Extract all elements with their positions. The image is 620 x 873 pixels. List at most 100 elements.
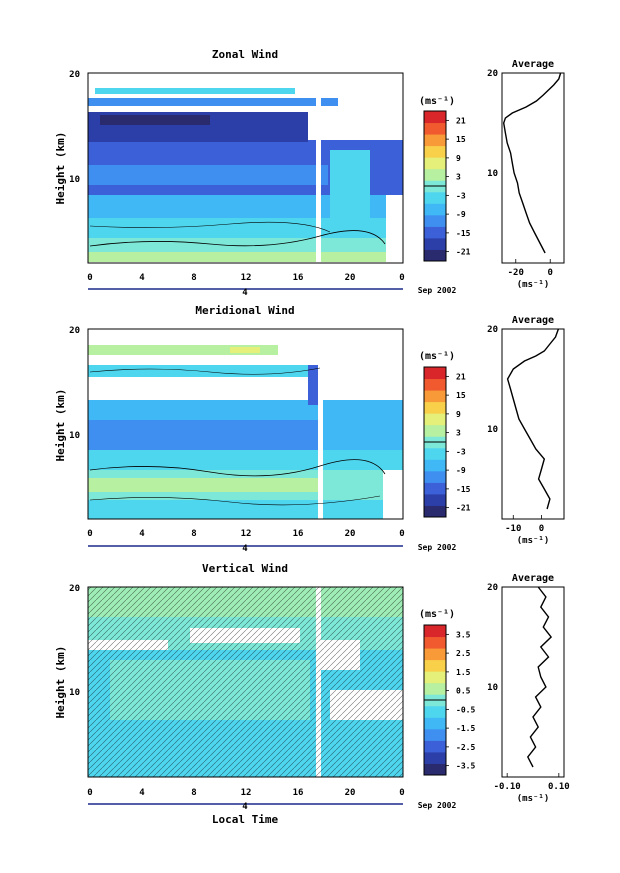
profile-frame — [501, 72, 565, 264]
colorbar-tick-label: -3 — [456, 447, 466, 456]
x-tick-label: 16 — [293, 529, 304, 539]
colorbar-tick-label: -15 — [456, 485, 471, 494]
day-marker: 4 — [242, 288, 248, 298]
colorbar-swatch — [424, 636, 446, 649]
day-marker: 4 — [242, 802, 248, 812]
colorbar-tick-label: 3.5 — [456, 630, 471, 639]
y-tick-label: 20 — [69, 326, 80, 336]
profile-units-label: (ms⁻¹) — [517, 794, 550, 804]
colorbar-tick-label: -9 — [456, 210, 466, 219]
x-tick-label: 0 — [87, 788, 92, 798]
x-tick-label: 8 — [191, 529, 196, 539]
profile-y-tick-label: 20 — [487, 583, 498, 593]
y-tick-label: 20 — [69, 584, 80, 594]
colorbar-swatch — [424, 191, 446, 204]
colorbar-tick-label: -0.5 — [456, 705, 475, 714]
colorbar-swatch — [424, 447, 446, 460]
x-tick-label: 20 — [345, 529, 356, 539]
chart-title: Vertical Wind — [202, 562, 288, 575]
profile-line — [502, 72, 562, 254]
date-label: Sep 2002 — [418, 801, 457, 810]
colorbar-swatch — [424, 482, 446, 495]
colorbar-swatch — [424, 763, 446, 776]
colorbar-swatch — [424, 740, 446, 753]
colorbar-tick-label: 1.5 — [456, 668, 471, 677]
colorbar-swatch — [424, 111, 446, 124]
colorbar-swatch — [424, 413, 446, 426]
colorbar-tick-label: -3.5 — [456, 762, 475, 771]
x-tick-label: 0 — [399, 788, 404, 798]
colorbar-swatch — [424, 705, 446, 718]
colorbar-swatch — [424, 671, 446, 684]
profile-line — [506, 328, 560, 510]
date-label: Sep 2002 — [418, 543, 457, 552]
profile-y-tick-label: 20 — [487, 69, 498, 79]
colorbar-tick-label: -3 — [456, 191, 466, 200]
units-label: (ms⁻¹) — [419, 609, 455, 620]
day-marker: 4 — [242, 544, 248, 554]
colorbar-tick-label: -1.5 — [456, 724, 475, 733]
colorbar-swatch — [424, 134, 446, 147]
x-tick-label: 4 — [139, 273, 145, 283]
chart-title: Meridional Wind — [195, 304, 294, 317]
date-label: Sep 2002 — [418, 286, 457, 295]
colorbar-swatch — [424, 203, 446, 216]
colorbar-swatch — [424, 751, 446, 764]
colorbar-swatch — [424, 249, 446, 262]
average-title: Average — [512, 315, 554, 326]
x-axis-ticks: 0 4 8 12 16 20 0 — [87, 529, 404, 539]
x-tick-label: 12 — [241, 273, 252, 283]
heatmap-zonal-field — [88, 73, 403, 263]
average-profile-meridional: 10 20 -10 0 (ms⁻¹) — [487, 325, 565, 546]
y-tick-label: 10 — [69, 688, 80, 698]
profile-x-tick-label: 0 — [539, 524, 544, 534]
y-tick-label: 20 — [69, 70, 80, 80]
x-tick-label: 0 — [87, 529, 92, 539]
x-tick-label: 20 — [345, 788, 356, 798]
average-profile-zonal: 10 20 -20 0 (ms⁻¹) — [487, 69, 565, 290]
colorbar-swatch — [424, 648, 446, 661]
profile-units-label: (ms⁻¹) — [517, 536, 550, 546]
colorbar-tick-label: -9 — [456, 466, 466, 475]
x-tick-label: 16 — [293, 788, 304, 798]
colorbar-swatch — [424, 470, 446, 483]
colorbar-swatch — [424, 214, 446, 227]
colorbar-swatch — [424, 226, 446, 239]
colorbar-tick-label: -2.5 — [456, 743, 475, 752]
y-axis-label: Height (km) — [54, 389, 67, 462]
colorbar-tick-label: 9 — [456, 410, 461, 419]
colorbar-tick-label: 9 — [456, 154, 461, 163]
colorbar-tick-label: -21 — [456, 504, 471, 513]
x-tick-label: 4 — [139, 788, 145, 798]
colorbar-swatch — [424, 459, 446, 472]
colorbar-swatch — [424, 390, 446, 403]
x-tick-label: 12 — [241, 788, 252, 798]
chart-title: Zonal Wind — [212, 48, 278, 61]
x-tick-label: 0 — [87, 273, 92, 283]
colorbar-swatch — [424, 145, 446, 158]
y-tick-label: 10 — [69, 431, 80, 441]
profile-y-tick-label: 10 — [487, 683, 498, 693]
y-axis-label: Height (km) — [54, 646, 67, 719]
average-profile-vertical: 10 20 -0.10 0.10 (ms⁻¹) — [487, 583, 570, 804]
profile-x-tick-label: -0.10 — [494, 782, 521, 792]
colorbar-swatch — [424, 237, 446, 250]
colorbar-tick-label: 15 — [456, 135, 466, 144]
colorbar-tick-label: 21 — [456, 116, 466, 125]
colorbar-tick-label: 3 — [456, 173, 461, 182]
colorbar-tick-label: -15 — [456, 229, 471, 238]
x-tick-label: 8 — [191, 788, 196, 798]
y-tick-label: 10 — [69, 175, 80, 185]
colorbar-tick-label: 2.5 — [456, 649, 471, 658]
profile-frame — [501, 328, 565, 520]
x-tick-label: 20 — [345, 273, 356, 283]
average-title: Average — [512, 573, 554, 584]
plot-frame — [87, 328, 404, 520]
colorbar-meridional: 21 15 9 3 -3 -9 -15 -21 — [423, 366, 471, 518]
x-tick-label: 8 — [191, 273, 196, 283]
heatmap-meridional-field — [88, 329, 403, 519]
colorbar-zonal: 21 15 9 3 -3 -9 -15 -21 — [423, 110, 471, 262]
colorbar-swatch — [424, 168, 446, 181]
colorbar-swatch — [424, 728, 446, 741]
